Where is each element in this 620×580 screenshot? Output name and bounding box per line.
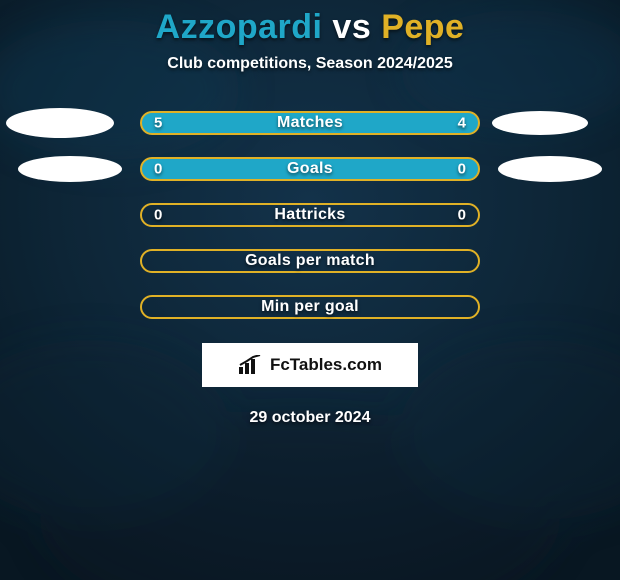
- stat-left-value: 0: [154, 161, 162, 178]
- stat-right-value: 4: [458, 115, 466, 132]
- stat-row-min-per-goal: Min per goal: [0, 295, 620, 319]
- chart-icon: [238, 355, 264, 375]
- date-label: 29 october 2024: [250, 409, 371, 427]
- player2-bubble: [498, 156, 602, 182]
- stat-left-value: 0: [154, 207, 162, 224]
- stat-label: Matches: [277, 114, 343, 132]
- stat-rows: 5 Matches 4 0 Goals 0 0 Hattricks 0: [0, 111, 620, 319]
- player2-bubble: [492, 111, 588, 135]
- stat-label: Hattricks: [274, 206, 345, 224]
- stat-pill: 0 Goals 0: [140, 157, 480, 181]
- stat-right-value: 0: [458, 207, 466, 224]
- stat-right-value: 0: [458, 161, 466, 178]
- stat-label: Goals per match: [245, 252, 375, 270]
- player2-name: Pepe: [381, 8, 464, 46]
- stat-row-hattricks: 0 Hattricks 0: [0, 203, 620, 227]
- player1-bubble: [6, 108, 114, 138]
- stat-pill: Goals per match: [140, 249, 480, 273]
- title-vs: vs: [332, 8, 371, 46]
- stat-label: Min per goal: [261, 298, 359, 316]
- stat-row-matches: 5 Matches 4: [0, 111, 620, 135]
- stat-pill: 5 Matches 4: [140, 111, 480, 135]
- source-logo-text: FcTables.com: [270, 355, 382, 375]
- comparison-title: Azzopardi vs Pepe: [156, 8, 465, 47]
- stat-row-goals: 0 Goals 0: [0, 157, 620, 181]
- stat-pill: Min per goal: [140, 295, 480, 319]
- subtitle: Club competitions, Season 2024/2025: [167, 55, 452, 73]
- stat-row-goals-per-match: Goals per match: [0, 249, 620, 273]
- stat-pill: 0 Hattricks 0: [140, 203, 480, 227]
- stat-label: Goals: [287, 160, 333, 178]
- player1-bubble: [18, 156, 122, 182]
- stat-left-value: 5: [154, 115, 162, 132]
- player1-name: Azzopardi: [156, 8, 323, 46]
- source-logo: FcTables.com: [202, 343, 418, 387]
